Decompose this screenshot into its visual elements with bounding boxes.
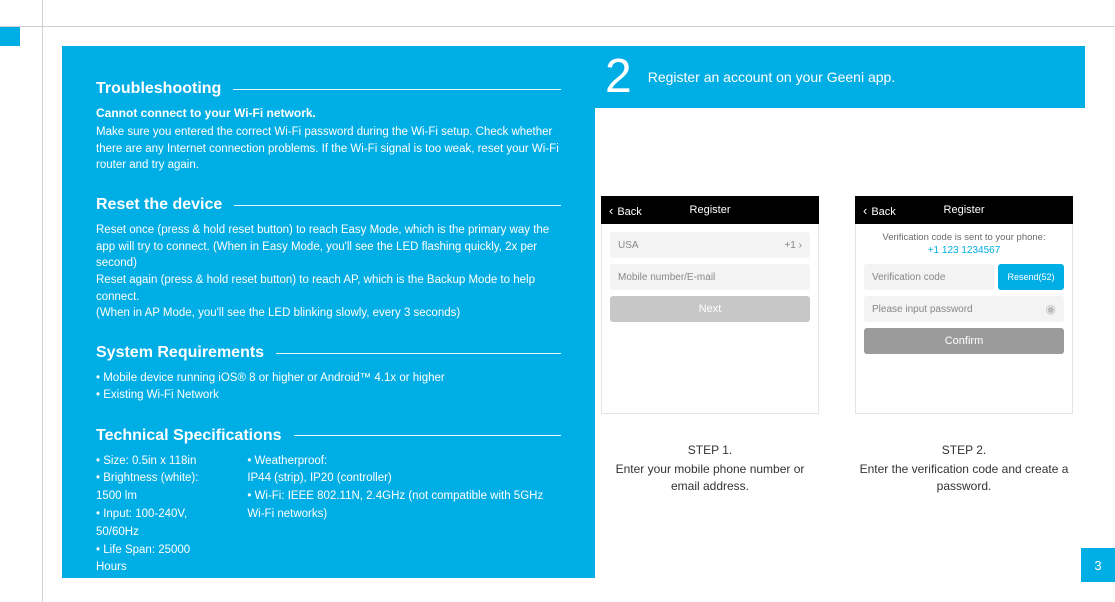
list-item: • Existing Wi-Fi Network xyxy=(96,387,561,404)
tech-columns: • Size: 0.5in x 118in • Brightness (whit… xyxy=(96,453,561,578)
country-label: USA xyxy=(618,240,639,251)
list-item: • Input: 100-240V, 50/60Hz xyxy=(96,506,217,542)
caption-text: Enter your mobile phone number or email … xyxy=(616,462,805,493)
troubleshooting-title: Troubleshooting xyxy=(96,80,221,98)
troubleshooting-head: Troubleshooting xyxy=(96,80,561,98)
chevron-left-icon: ‹ xyxy=(609,203,613,218)
country-field[interactable]: USA +1 › xyxy=(610,232,810,258)
corner-tab xyxy=(0,26,20,46)
right-area: 2 Register an account on your Geeni app.… xyxy=(595,46,1085,494)
eye-icon[interactable]: ◉ xyxy=(1046,302,1056,316)
caption-title: STEP 2. xyxy=(855,442,1073,459)
reset-body: Reset once (press & hold reset button) t… xyxy=(96,222,561,322)
confirm-button[interactable]: Confirm xyxy=(864,328,1064,354)
rule xyxy=(234,205,561,206)
info-panel: Troubleshooting Cannot connect to your W… xyxy=(62,46,595,578)
list-item: • Brightness (white): 1500 lm xyxy=(96,470,217,506)
step-bar: 2 Register an account on your Geeni app. xyxy=(595,46,1085,108)
placeholder: Please input password xyxy=(872,304,973,315)
tech-col2: • Weatherproof: IP44 (strip), IP20 (cont… xyxy=(247,453,561,578)
phone-body: USA +1 › Mobile number/E-mail Next xyxy=(601,224,819,414)
back-button[interactable]: ‹Back xyxy=(609,203,642,218)
tech-head: Technical Specifications xyxy=(96,427,561,445)
page-number: 3 xyxy=(1081,548,1115,582)
caption-title: STEP 1. xyxy=(601,442,819,459)
phone-header: ‹Back Register xyxy=(855,196,1073,224)
list-item: • Mobile device running iOS® 8 or higher… xyxy=(96,370,561,387)
sysreq-list: • Mobile device running iOS® 8 or higher… xyxy=(96,370,561,405)
caption-text: Enter the verification code and create a… xyxy=(860,462,1069,493)
phone-2: ‹Back Register Verification code is sent… xyxy=(855,196,1073,414)
mobile-email-field[interactable]: Mobile number/E-mail xyxy=(610,264,810,290)
rule xyxy=(233,89,561,90)
list-item: • Life Span: 25000 Hours xyxy=(96,542,217,578)
country-code: +1 › xyxy=(784,240,802,251)
verification-number: +1 123 1234567 xyxy=(864,245,1064,256)
vertical-divider xyxy=(42,0,43,602)
phone-mockups: ‹Back Register USA +1 › Mobile number/E-… xyxy=(595,196,1085,414)
list-item: • Wi-Fi: IEEE 802.11N, 2.4GHz (not compa… xyxy=(247,488,561,524)
sysreq-head: System Requirements xyxy=(96,344,561,362)
verification-row: Verification code Resend(52) xyxy=(864,264,1064,290)
troubleshooting-subtitle: Cannot connect to your Wi-Fi network. xyxy=(96,106,561,120)
password-field[interactable]: Please input password ◉ xyxy=(864,296,1064,322)
reset-title: Reset the device xyxy=(96,196,222,214)
list-item: • Weatherproof: xyxy=(247,453,561,471)
phone-header: ‹Back Register xyxy=(601,196,819,224)
phone-1: ‹Back Register USA +1 › Mobile number/E-… xyxy=(601,196,819,414)
placeholder: Mobile number/E-mail xyxy=(618,272,715,283)
chevron-left-icon: ‹ xyxy=(863,203,867,218)
captions: STEP 1. Enter your mobile phone number o… xyxy=(595,442,1085,494)
reset-head: Reset the device xyxy=(96,196,561,214)
troubleshooting-body: Make sure you entered the correct Wi-Fi … xyxy=(96,124,561,174)
phone-body: Verification code is sent to your phone:… xyxy=(855,224,1073,414)
header-title: Register xyxy=(690,204,731,216)
step-number: 2 xyxy=(605,53,632,101)
rule xyxy=(276,353,561,354)
caption-1: STEP 1. Enter your mobile phone number o… xyxy=(601,442,819,494)
verification-code-field[interactable]: Verification code xyxy=(864,264,994,290)
horizontal-divider xyxy=(0,26,1115,27)
resend-button[interactable]: Resend(52) xyxy=(998,264,1064,290)
back-button[interactable]: ‹Back xyxy=(863,203,896,218)
step-text: Register an account on your Geeni app. xyxy=(648,69,896,85)
list-item: IP44 (strip), IP20 (controller) xyxy=(247,470,561,488)
chevron-right-icon: › xyxy=(799,240,802,251)
tech-title: Technical Specifications xyxy=(96,427,282,445)
list-item: • Size: 0.5in x 118in xyxy=(96,453,217,471)
rule xyxy=(294,435,561,436)
sysreq-title: System Requirements xyxy=(96,344,264,362)
verification-sent-text: Verification code is sent to your phone: xyxy=(864,232,1064,243)
header-title: Register xyxy=(944,204,985,216)
caption-2: STEP 2. Enter the verification code and … xyxy=(855,442,1073,494)
tech-col1: • Size: 0.5in x 118in • Brightness (whit… xyxy=(96,453,217,578)
next-button[interactable]: Next xyxy=(610,296,810,322)
